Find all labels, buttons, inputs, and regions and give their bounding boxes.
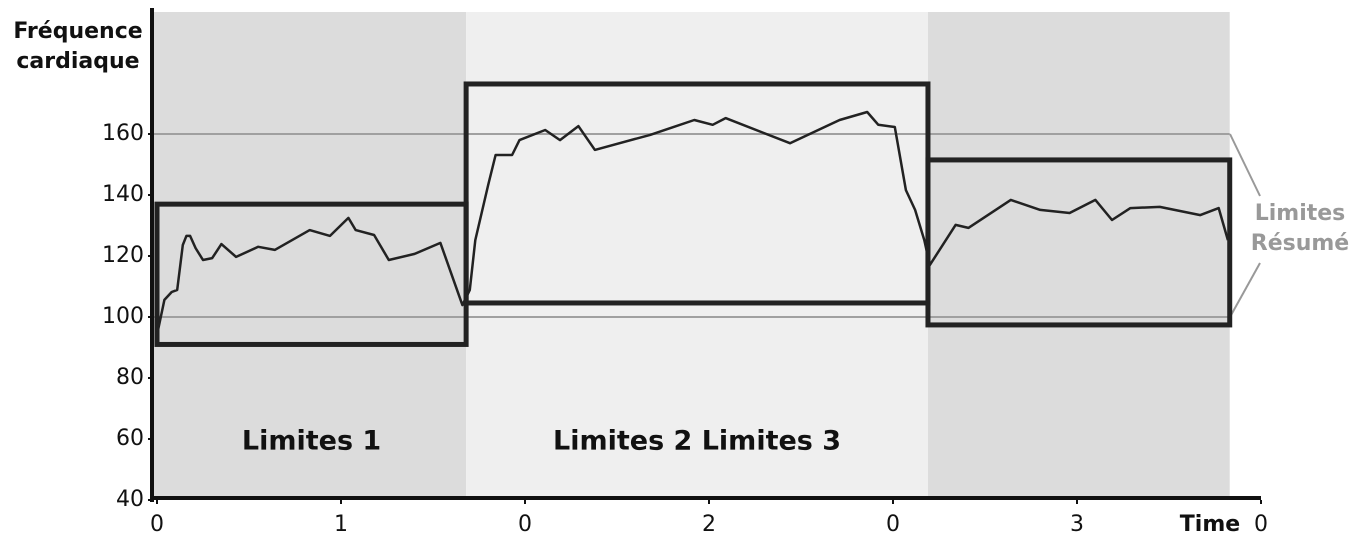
y-axis-title: Fréquence xyxy=(13,19,142,44)
zones xyxy=(152,12,1230,500)
x-tick-label: 0 xyxy=(1254,512,1268,537)
x-tick-label: 2 xyxy=(702,512,716,537)
x-tick-label: 0 xyxy=(886,512,900,537)
y-tick-label: 100 xyxy=(102,304,144,329)
y-tick-label: 160 xyxy=(102,121,144,146)
y-axis-title: cardiaque xyxy=(16,49,139,74)
zone-label: Limites 2 Limites 3 xyxy=(553,426,841,457)
y-tick-label: 40 xyxy=(116,487,144,512)
annotation: Résumé xyxy=(1251,231,1349,256)
zone-band xyxy=(927,12,1230,500)
x-tick-label: 3 xyxy=(1070,512,1084,537)
annotation-connector xyxy=(1229,262,1261,318)
annotation: Limites xyxy=(1255,201,1346,226)
limit-box xyxy=(925,157,1233,328)
zone-label: Limites 1 xyxy=(242,426,381,457)
y-tick-label: 60 xyxy=(116,426,144,451)
x-tick-label: 1 xyxy=(334,512,348,537)
y-tick-label: 140 xyxy=(102,182,144,207)
x-axis-title: Time xyxy=(1180,512,1240,537)
zone-band xyxy=(152,12,467,500)
zone-band xyxy=(466,12,928,500)
y-tick-label: 120 xyxy=(102,243,144,268)
x-tick-label: 0 xyxy=(518,512,532,537)
x-tick-label: 0 xyxy=(150,512,164,537)
heart-rate-line xyxy=(155,110,1230,336)
y-tick-label: 80 xyxy=(116,365,144,390)
annotation-connector xyxy=(1229,133,1261,197)
